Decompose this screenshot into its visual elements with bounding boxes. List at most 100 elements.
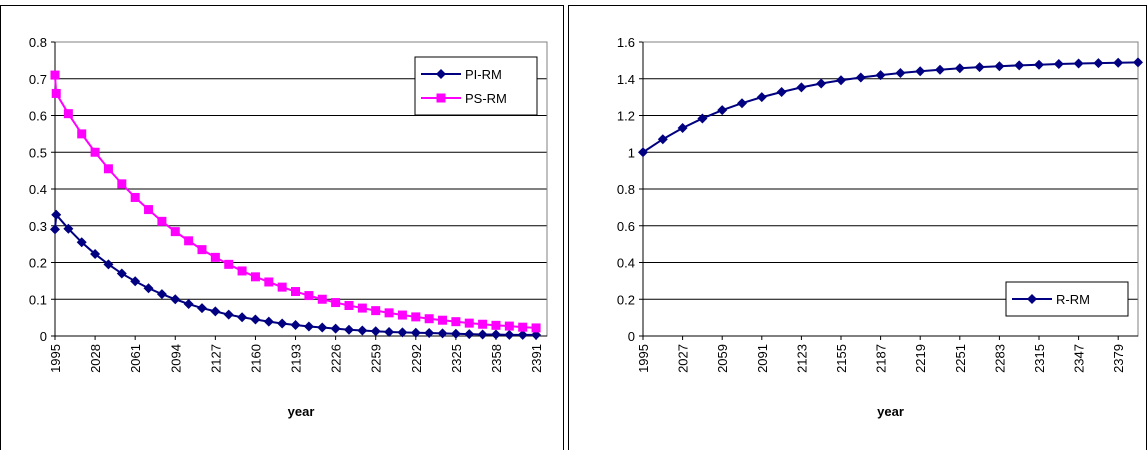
marker [518,322,528,332]
marker [263,316,274,327]
x-tick-label: 1995 [636,344,651,373]
x-tick-label: 2391 [529,344,544,373]
marker [304,291,314,301]
marker [436,69,446,79]
marker [371,306,381,316]
legend-label: PI-RM [465,67,502,82]
legend-label: PS-RM [465,91,507,106]
y-tick-label: 0.2 [29,256,47,271]
x-axis-title: year [877,404,904,419]
marker [1093,58,1104,69]
marker [490,329,501,340]
marker [504,321,514,331]
marker [237,312,248,323]
y-tick-label: 1 [628,145,635,160]
x-tick-label: 2160 [248,344,263,373]
marker [290,319,301,330]
marker [90,147,100,157]
x-tick-label: 2059 [715,344,730,373]
marker [170,227,180,237]
marker [424,314,434,324]
marker [384,326,395,337]
x-tick-label: 2292 [409,344,424,373]
marker [90,249,101,260]
marker [291,287,301,297]
marker [317,322,328,333]
x-tick-label: 2315 [1032,344,1047,373]
marker [737,98,747,109]
marker [915,66,926,77]
marker [796,82,807,93]
marker [436,93,446,103]
y-tick-label: 0 [628,329,635,344]
marker [76,237,87,248]
marker [357,325,368,336]
marker [237,266,247,276]
marker [954,63,965,74]
marker [264,277,274,287]
y-tick-label: 0.8 [29,35,47,50]
x-tick-label: 2091 [755,344,770,373]
marker [103,259,114,270]
marker [250,272,260,282]
x-tick-label: 1995 [48,344,63,373]
y-tick-label: 0.8 [617,182,635,197]
marker [1073,58,1084,69]
chart: 0 0.2 0.4 0.6 0.8 1 1.2 1.4 1.6 1995 2027 2059 2091 2… [617,35,1143,419]
marker [331,298,341,308]
legend: PI-RM PS-RM [414,56,538,116]
y-tick-label: 0.6 [617,219,635,234]
x-tick-label: 2028 [88,344,103,373]
x-tick-label: 2219 [913,344,928,373]
marker [51,209,62,220]
legend-box [414,56,538,116]
marker [875,70,886,81]
marker [143,283,154,294]
marker [1133,57,1143,68]
marker [330,323,341,334]
marker [974,62,985,73]
marker [156,289,167,300]
x-tick-label: 2061 [128,344,143,373]
legend: R-RM [1005,281,1129,317]
marker [170,294,181,305]
marker [424,328,435,339]
y-tick-label: 0.7 [29,72,47,87]
marker [1027,294,1037,304]
marker [464,318,474,328]
marker [343,324,354,335]
marker [77,129,87,139]
marker [410,327,421,338]
y-tick-label: 0.2 [617,292,635,307]
marker [450,328,461,339]
y-tick-label: 0.5 [29,145,47,160]
y-tick-label: 1.6 [617,35,635,50]
y-tick-label: 0.6 [29,109,47,124]
marker [384,308,394,318]
y-tick-label: 0.1 [29,292,47,307]
marker [638,147,648,158]
x-tick-label: 2027 [676,344,691,373]
marker [157,216,167,226]
marker [210,252,220,262]
marker [196,303,207,314]
marker [1053,59,1064,70]
marker [517,329,528,340]
marker [223,309,234,320]
marker [357,303,367,313]
x-tick-label: 2123 [794,344,809,373]
marker [438,315,448,325]
x-tick-label: 2283 [992,344,1007,373]
marker [50,70,60,80]
marker [63,109,73,119]
marker [697,113,708,124]
marker [816,78,827,89]
marker [317,294,327,304]
marker [183,299,194,310]
x-tick-label: 2094 [168,344,183,373]
marker [437,328,448,339]
x-tick-label: 2187 [874,344,889,373]
marker [756,92,767,103]
y-tick-label: 1.4 [617,72,635,87]
